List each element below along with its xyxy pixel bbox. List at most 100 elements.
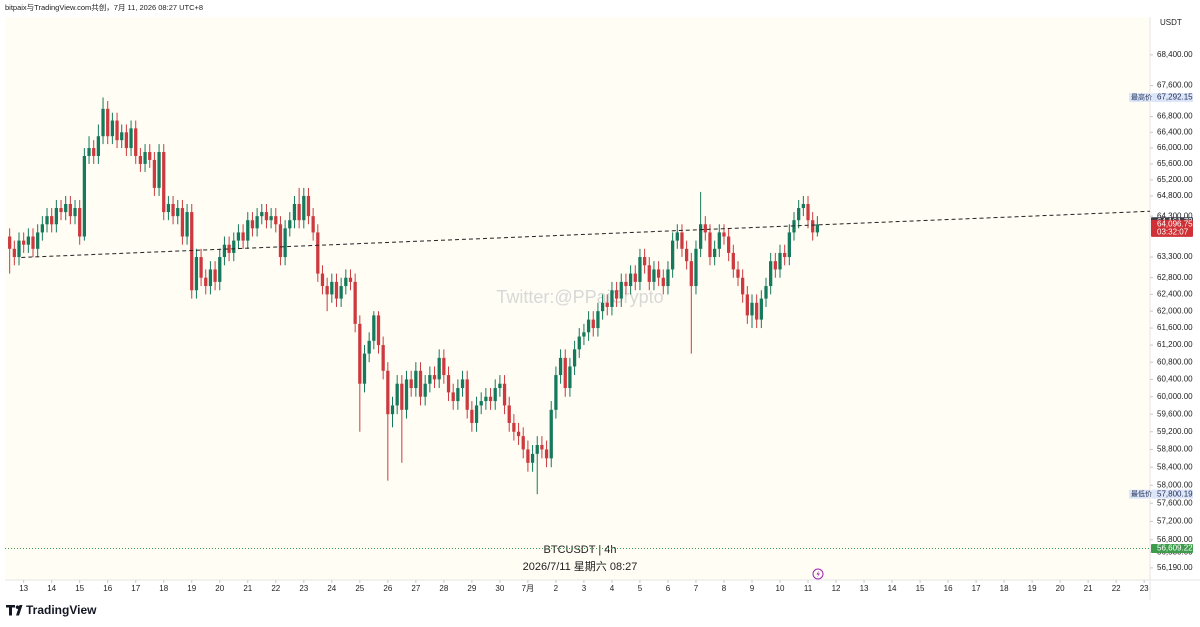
candle-body — [45, 216, 49, 225]
candle-body — [470, 409, 474, 423]
candle-body — [544, 449, 549, 459]
candle-body — [666, 269, 670, 287]
candle-body — [190, 212, 194, 291]
y-tick-label: 64,300.00 — [1157, 211, 1193, 220]
y-tick-label: 58,000.00 — [1157, 480, 1193, 489]
event-icon[interactable] — [812, 568, 824, 580]
candle-body — [358, 323, 362, 384]
candle-body — [372, 315, 376, 341]
candle-body — [334, 281, 339, 299]
candle-body — [554, 375, 558, 410]
x-tick-label: 27 — [411, 584, 420, 593]
candle-body — [50, 216, 54, 225]
candle-body — [124, 132, 129, 149]
candle-body — [129, 128, 133, 149]
candle-body — [502, 383, 507, 406]
y-tick-label: 62,800.00 — [1157, 273, 1193, 282]
candle-body — [755, 302, 759, 320]
x-tick-label: 22 — [271, 584, 280, 593]
candle-body — [176, 208, 180, 217]
candle-body — [22, 240, 26, 245]
candle-body — [642, 257, 647, 266]
candle-body — [232, 240, 236, 253]
candle-body — [526, 449, 530, 463]
candle-body — [115, 120, 119, 141]
x-tick-label: 15 — [916, 584, 925, 593]
candle-body — [166, 203, 171, 213]
candle-body — [316, 232, 320, 274]
candle-body — [40, 224, 44, 233]
candle-body — [484, 396, 488, 402]
candle-body — [288, 220, 292, 229]
x-tick-label: 2 — [554, 584, 559, 593]
brand-logo — [6, 605, 23, 616]
x-tick-label: 4 — [610, 584, 615, 593]
x-tick-label: 14 — [47, 584, 56, 593]
candle-body — [741, 277, 745, 295]
candle-body — [460, 379, 465, 389]
plot — [8, 97, 819, 495]
candle-body — [255, 216, 259, 229]
candle-body — [783, 252, 787, 258]
price-label: 56,609.22 — [1157, 544, 1193, 553]
candle-body — [180, 208, 185, 237]
x-tick-label: 12 — [832, 584, 841, 593]
candle-body — [568, 366, 572, 389]
candle-body — [185, 212, 189, 237]
candle-body — [787, 232, 791, 258]
candle-body — [162, 152, 166, 213]
watermark: Twitter:@PPaiCrypto — [496, 287, 663, 307]
brand: TradingView — [26, 603, 97, 617]
candle-body — [12, 248, 16, 258]
candle-body — [54, 208, 58, 225]
candle-body — [442, 357, 446, 376]
price-label: 64,096.75 — [1157, 220, 1193, 229]
x-tick-label: 16 — [103, 584, 112, 593]
candle-body — [759, 298, 763, 320]
candle-body — [675, 232, 679, 241]
candle-body — [134, 128, 138, 156]
x-tick-label: 28 — [439, 584, 448, 593]
candle-body — [152, 159, 157, 188]
candle-body — [722, 232, 726, 237]
x-tick-label: 19 — [1028, 584, 1037, 593]
candle-body — [647, 265, 651, 282]
candle-body — [143, 152, 147, 164]
candle-body — [815, 224, 819, 233]
candle-body — [362, 353, 367, 384]
candle-body — [269, 216, 273, 221]
candle-body — [488, 396, 493, 402]
candle-body — [246, 220, 250, 241]
candle-body — [563, 357, 567, 389]
x-tick-label: 22 — [1112, 584, 1121, 593]
candle-body — [390, 405, 395, 415]
candle-body — [82, 155, 87, 237]
candle-body — [31, 236, 35, 249]
candle-body — [628, 273, 633, 287]
candle-body — [274, 216, 278, 225]
candle-body — [638, 257, 642, 282]
x-tick-label: 18 — [159, 584, 168, 593]
candle-body — [680, 232, 684, 249]
candle-body — [535, 445, 539, 454]
candle-body — [713, 248, 717, 258]
y-tick-label: 66,800.00 — [1157, 112, 1193, 121]
candle-body — [769, 261, 773, 287]
candle-body — [521, 436, 525, 450]
candle-body — [250, 220, 255, 229]
x-tick-label: 13 — [860, 584, 869, 593]
candle-body — [311, 216, 315, 233]
candle-body — [591, 319, 595, 329]
candle-body — [600, 302, 605, 312]
candle-body — [381, 345, 385, 371]
candle-body — [507, 405, 511, 423]
candle-body — [278, 224, 283, 258]
candle-body — [498, 383, 502, 389]
candle-body — [96, 136, 101, 156]
candle-body — [811, 220, 815, 233]
candle-body — [227, 244, 231, 253]
x-tick-label: 18 — [1000, 584, 1009, 593]
event-icon-bolt — [816, 570, 820, 578]
price-label-name-box — [1129, 92, 1150, 102]
y-tick-label: 59,200.00 — [1157, 427, 1193, 436]
